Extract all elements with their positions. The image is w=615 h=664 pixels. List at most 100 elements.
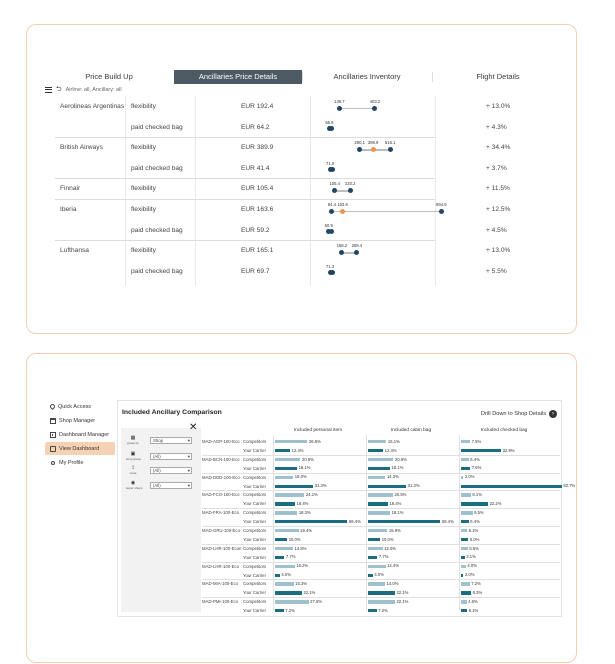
tab-divider [432, 72, 433, 82]
tab-3[interactable]: Ancillaries Inventory [333, 72, 401, 81]
max-dot [387, 146, 393, 152]
row-divider [202, 508, 560, 510]
filter-panel: ▦group by Shop ▣shop group (All) ⟟route (All)… [121, 428, 201, 612]
competitor-bar [461, 564, 466, 568]
filter-label: shop group [126, 457, 142, 461]
min-dot-label: 60.9 [324, 222, 333, 228]
competitor-bar [275, 600, 309, 604]
filter-select[interactable]: (All) [150, 467, 192, 474]
bar-value-label: 59.4% [441, 518, 454, 524]
arrow-right-icon: › [549, 410, 557, 418]
tab-1[interactable]: Price Build Up [85, 72, 133, 81]
carrier-bar [368, 555, 378, 560]
route-label: MAD-GRU-100-Eco [202, 528, 240, 533]
bar-value-label: 3.1% [466, 554, 476, 560]
close-icon[interactable]: ✕ [189, 422, 198, 433]
bar-value-label: 16.2% [296, 563, 309, 569]
competitor-bar [461, 582, 470, 586]
filter-select[interactable]: (All) [150, 482, 192, 489]
row-type-label: Your Carrier [243, 590, 267, 596]
sidebar-item-quick-access[interactable]: Quick Access [45, 400, 115, 413]
min-dot [339, 249, 345, 255]
ancillary-name: paid checked bag [131, 267, 183, 275]
carrier-bar [368, 591, 395, 595]
price-dot [328, 229, 334, 235]
sidebar-item-label: My Profile [59, 459, 84, 466]
range-dumbbell: 71.3 [316, 262, 456, 282]
filter-select[interactable]: (All) [150, 453, 192, 460]
sidebar-item-my-profile[interactable]: My Profile [45, 456, 115, 469]
group-divider [55, 137, 435, 139]
price-value: EUR 64.2 [241, 123, 270, 131]
sidebar-item-view-dashboard[interactable]: View Dashboard [45, 442, 115, 455]
tab-4[interactable]: Flight Details [476, 72, 520, 81]
row-divider [202, 561, 560, 563]
filter-select[interactable]: Shop [150, 437, 192, 444]
filter-label: super shops [126, 486, 143, 490]
range-line [331, 211, 442, 213]
filter-label: route [129, 471, 137, 475]
bar-value-label: 5.6% [469, 545, 479, 551]
price-value: EUR 165.1 [241, 247, 274, 255]
comparison-row: MAD-GRU-100-Eco Competitors 19.4% 15.9% 5.1% [202, 526, 560, 535]
comparison-row: MAD-DDD-100-Eco Competitors 15.0% 14.3% 2.0% [202, 473, 560, 482]
max-dot [372, 105, 378, 111]
carrier-bar [461, 573, 464, 577]
bar-value-label: 12.4% [291, 447, 304, 453]
min-dot-label: 84.4 [327, 202, 336, 207]
route-label: MAD-LHR-100-Eco [202, 563, 240, 569]
range-dumbbell: 158.2 269.4 [316, 241, 456, 261]
comparison-row: Your Carrier 22.1% 22.1% 8.3% [202, 588, 560, 597]
route-label: MAD-FCO-100-Eco [202, 492, 240, 498]
bar-value-label: 10.0% [288, 536, 301, 542]
range-dumbbell: 105.4 220.2 [316, 179, 456, 199]
current-dot-label: 163.6 [337, 202, 348, 207]
filter-row: ▦ group by Shop [126, 435, 196, 447]
airline-name: Iberia [60, 206, 77, 213]
airline-name: British Airways [60, 144, 103, 152]
bar-value-label: 32.9% [502, 447, 515, 453]
max-dot-label: 894.9 [436, 202, 447, 207]
max-dot [438, 208, 444, 214]
row-type-label: Your Carrier [243, 536, 267, 542]
row-type-label: Competitors [243, 510, 267, 516]
column-divider [273, 435, 274, 611]
carrier-bar [275, 448, 291, 453]
price-change: + 4.3% [486, 123, 507, 131]
row-divider [202, 597, 560, 599]
carrier-bar [275, 520, 348, 524]
competitor-bar [368, 475, 386, 479]
bar-value-label: 22.2% [489, 501, 502, 507]
sidebar-item-label: Quick Access [58, 403, 92, 410]
column-header: Included personal item [293, 428, 343, 433]
filter-icon: ◉ super shops [126, 480, 143, 491]
sidebar-item-shop-manager[interactable]: Shop Manager [45, 414, 115, 427]
bar-value-label: 7.2% [285, 607, 295, 613]
comparison-row: Your Carrier 4.0% 4.0% 2.0% [202, 571, 560, 580]
menu-icon[interactable] [45, 87, 52, 93]
bar-value-label: 15.9% [388, 527, 401, 533]
competitor-bar [275, 564, 295, 568]
carrier-bar [275, 484, 314, 488]
carrier-bar [368, 484, 407, 488]
comparison-row: MAD-BCN-100-Eco Competitors 20.9% 20.9% 6.4% [202, 455, 560, 464]
filter-glyph-icon: ▣ [130, 451, 136, 457]
row-type-label: Competitors [243, 474, 267, 480]
drill-down-button[interactable]: Drill Down to Shop Details › [481, 410, 557, 418]
row-type-label: Your Carrier [243, 608, 267, 614]
comparison-row: Your Carrier 18.1% 18.1% 7.6% [202, 464, 560, 473]
tab-2[interactable]: Ancillaries Price Details [174, 70, 302, 84]
ancillary-name: flexibility [131, 247, 156, 255]
bar-value-label: 22.1% [396, 598, 409, 604]
row-divider [202, 454, 560, 456]
price-value: EUR 41.4 [241, 164, 270, 172]
carrier-bar [461, 520, 469, 524]
comparison-row: MAD-PMI-100-Eco Competitors 27.6% 22.1% 4.6% [202, 597, 560, 606]
price-row: paid checked bag EUR 64.2 + 4.3% 65.9 [55, 118, 560, 138]
filter-row: ⟟ route (All) [126, 465, 196, 477]
row-type-label: Your Carrier [243, 501, 267, 507]
current-dot-label: 389.9 [367, 140, 379, 146]
sidebar-item-dashboard-manager[interactable]: Dashboard Manager [45, 428, 115, 441]
bar-value-label: 19.4% [300, 527, 313, 533]
undo-icon[interactable]: ⮌ [56, 85, 62, 93]
